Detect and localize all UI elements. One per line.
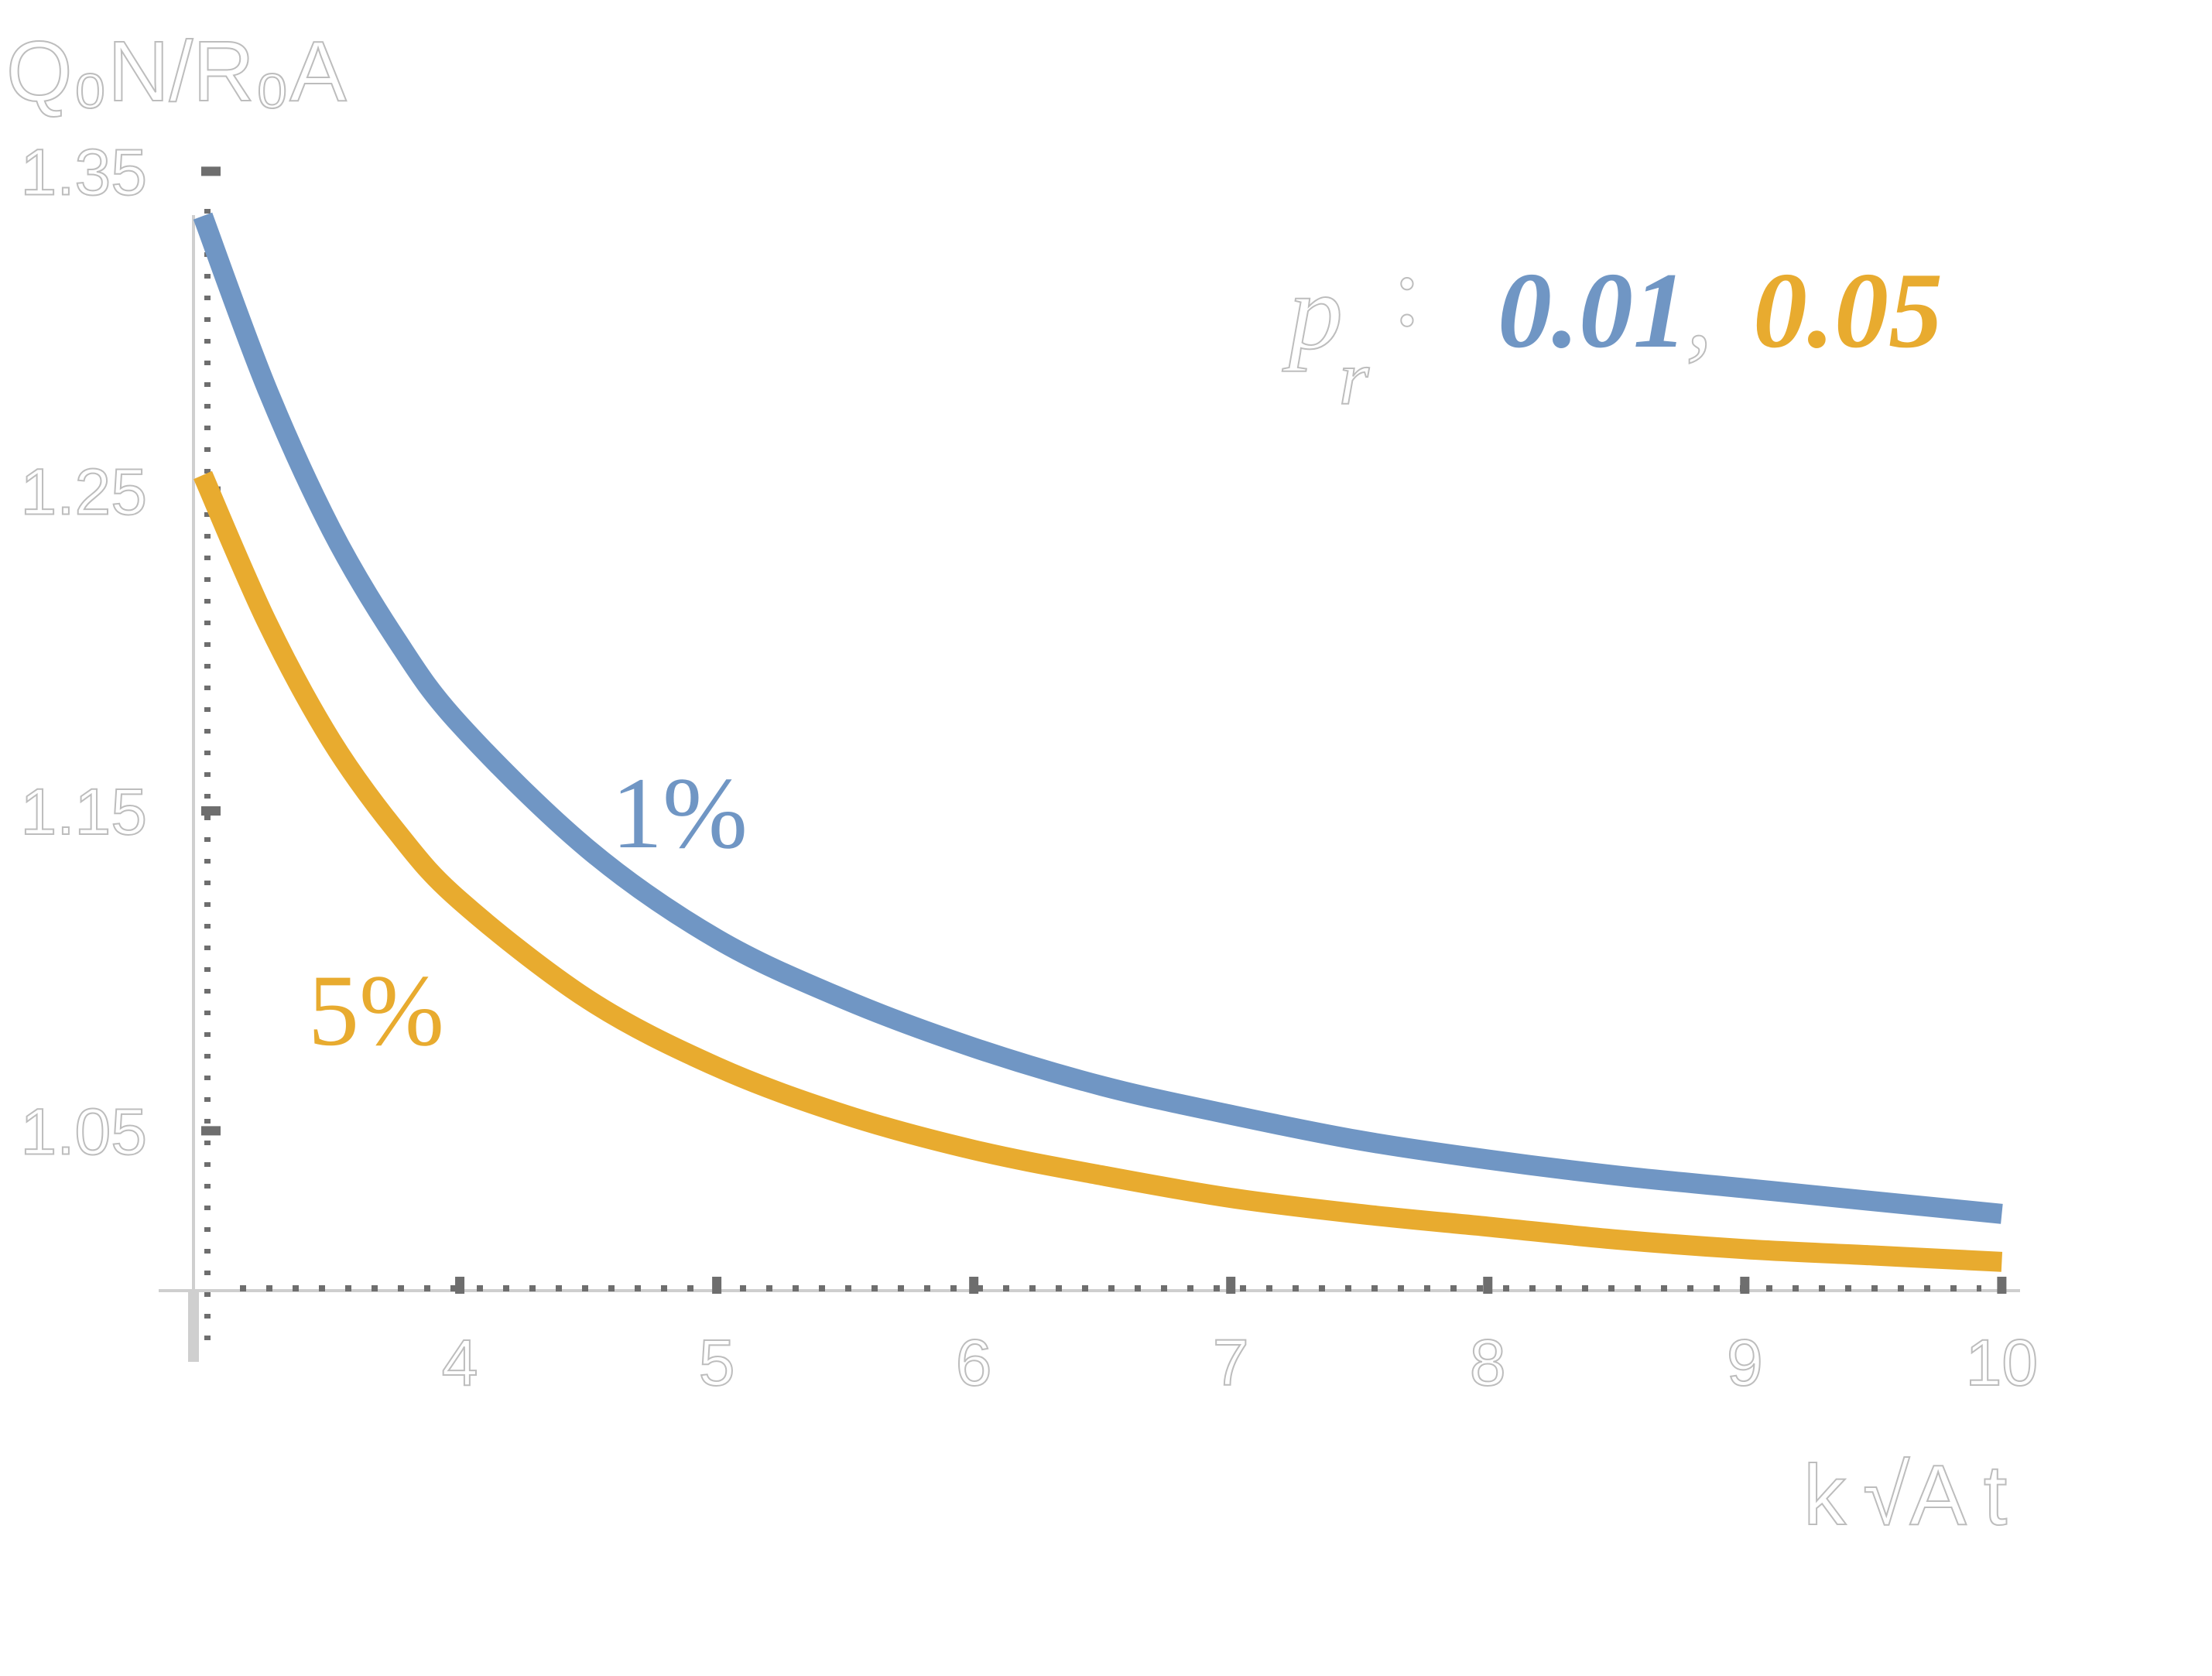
legend-prefix-subscript: r [1339, 335, 1370, 421]
legend: p r : 0.01 , 0.05 [1281, 235, 1943, 422]
series-line-0-01 [193, 212, 2003, 1224]
y-tick-label-0: 1.05 [21, 1095, 148, 1168]
legend-entry-0-01: 0.01 [1498, 251, 1687, 371]
legend-prefix: p [1282, 252, 1343, 372]
x-tick-label-10: 10 [1966, 1326, 2038, 1399]
y-axis-label: Q₀N/R₀A [6, 24, 347, 119]
series-group [193, 212, 2003, 1272]
legend-separator: , [1686, 251, 1713, 371]
legend-entry-0-05: 0.05 [1753, 251, 1943, 371]
annotation-5pct: 5% [308, 953, 444, 1067]
annotation-1pct: 1% [611, 756, 748, 870]
x-tick-label-5: 5 [699, 1326, 735, 1399]
series-line-0-05 [193, 470, 2003, 1272]
axes: 4 5 6 7 8 9 10 1.05 1.15 1.25 1.35 [20, 135, 2039, 1400]
x-axis-label: k √A t [1803, 1448, 2007, 1543]
x-tick-label-4: 4 [442, 1326, 478, 1399]
y-tick-label-2: 1.25 [21, 456, 148, 528]
legend-prefix-colon: : [1393, 236, 1421, 347]
x-tick-label-9: 9 [1727, 1326, 1763, 1399]
x-tick-label-7: 7 [1213, 1326, 1249, 1399]
y-tick-label-3: 1.35 [21, 135, 148, 208]
y-tick-label-1: 1.15 [21, 775, 148, 848]
x-tick-label-8: 8 [1470, 1326, 1506, 1399]
x-tick-label-6: 6 [956, 1326, 992, 1399]
